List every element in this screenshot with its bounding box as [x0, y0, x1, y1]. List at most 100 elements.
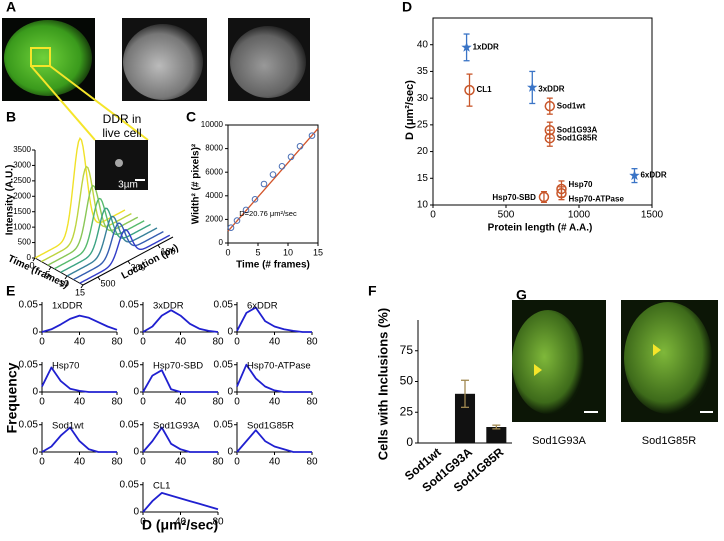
x-tick-label: 0 — [234, 457, 240, 468]
zoom-line — [30, 65, 96, 141]
y-axis-label: Cells with Inclusions (%) — [375, 308, 390, 460]
y-tick-label: 0.05 — [214, 359, 234, 370]
tick — [48, 266, 52, 271]
x-tick-label: 40 — [74, 337, 86, 348]
y-axis-label: D (μm²/sec) — [404, 80, 416, 140]
x-tick-label: 0 — [140, 397, 146, 408]
y-tick-label: 75 — [400, 343, 414, 357]
point — [260, 180, 268, 188]
x-tick-label: 10 — [59, 278, 69, 288]
y-tick-label: 10 — [417, 200, 429, 211]
x-tick-label: 80 — [306, 337, 318, 348]
y-tick-label: 0.05 — [19, 359, 39, 370]
point — [278, 163, 286, 170]
y-tick-label: 0 — [227, 387, 233, 398]
y-tick-label: 0.05 — [120, 419, 140, 430]
y-tick-label: 30 — [417, 93, 429, 104]
speck — [115, 159, 123, 167]
x-tick-label: 40 — [74, 457, 86, 468]
x-tick-label: 0 — [234, 397, 240, 408]
intensity-curve — [66, 215, 158, 277]
x-tick-label: 80 — [111, 397, 123, 408]
x-axis-label: Protein length (# A.A.) — [488, 223, 593, 234]
y-tick-label: 3500 — [13, 145, 31, 154]
caption: Sod1G93A — [532, 435, 586, 447]
arrow — [653, 344, 661, 356]
y-axis-label: Width² (# pixels)² — [191, 143, 202, 224]
x-tick-label: 40 — [269, 337, 281, 348]
point-label: Hsp70-ATPase — [568, 194, 624, 203]
intensity-curve — [47, 184, 139, 266]
panel-title: 1xDDR — [52, 301, 83, 312]
x-tick-label: 0 — [39, 397, 45, 408]
y-tick-label: 0 — [219, 238, 224, 247]
panel-title: 3xDDR — [153, 301, 184, 312]
x-tick-label: 40 — [269, 457, 281, 468]
y-tick-label: 1500 — [13, 207, 31, 216]
y-tick-label: 0 — [133, 447, 139, 458]
point — [227, 224, 235, 231]
histogram-curve — [236, 306, 312, 333]
histogram-curve — [41, 314, 118, 333]
tick — [80, 284, 84, 289]
caption: Sod1G85R — [642, 435, 696, 447]
tick — [157, 244, 161, 249]
cell — [230, 26, 306, 98]
panel-title: Hsp70-ATPase — [247, 361, 311, 372]
x-tick-label: 5 — [45, 269, 50, 279]
x-axis-label: Time (# frames) — [236, 260, 310, 271]
y-tick-label: 8000 — [205, 144, 223, 153]
tick — [97, 276, 101, 281]
point — [464, 84, 475, 96]
y-tick-label: 0 — [32, 387, 38, 398]
y-tick-label: 40 — [417, 39, 429, 50]
panel-title: Hsp70-SBD — [153, 361, 203, 372]
x-tick-label: 0 — [234, 337, 240, 348]
x-tick-label: 500 — [498, 210, 515, 221]
point-label: 1xDDR — [473, 42, 499, 51]
point — [556, 187, 567, 199]
y-tick-label: 0 — [27, 253, 32, 262]
point — [544, 100, 556, 112]
x-tick-label: 0 — [430, 210, 436, 221]
panel-title: Sod1G85R — [247, 421, 294, 432]
panel-letter: A — [6, 0, 16, 15]
y-tick-label: 500 — [18, 238, 32, 247]
panel-title: Sod1G93A — [153, 421, 200, 432]
x-tick-label: 0 — [140, 517, 146, 528]
x-tick-label: 80 — [212, 457, 224, 468]
x-tick-label: 0 — [39, 457, 45, 468]
point-label: 6xDDR — [640, 171, 666, 180]
zoom-line — [49, 65, 149, 141]
x-tick-label: 80 — [212, 517, 224, 528]
y-tick-label: 0.05 — [120, 359, 140, 370]
panel-title: Hsp70 — [52, 361, 79, 372]
intensity-curve — [79, 229, 171, 284]
tick — [127, 260, 131, 265]
y-tick-label: 0 — [133, 327, 139, 338]
histogram-curve — [41, 426, 117, 453]
panel-letter: G — [516, 287, 527, 303]
cell — [123, 24, 203, 100]
x-tick-label: 1500 — [641, 210, 664, 221]
y-tick-label: 0.05 — [19, 419, 39, 430]
point — [233, 217, 241, 224]
plot-frame — [432, 17, 653, 206]
z-tick-label: 300 — [130, 262, 145, 272]
point — [527, 82, 538, 92]
point-label: Sod1G93A — [557, 125, 598, 134]
y-tick-label: 0 — [133, 387, 139, 398]
point-label: Sod1G85R — [557, 133, 598, 142]
y-tick-label: 1000 — [13, 222, 31, 231]
y-tick-label: 0 — [227, 327, 233, 338]
x-tick-label: 40 — [175, 457, 187, 468]
y-tick-label: 35 — [417, 66, 429, 77]
intensity-curve — [53, 197, 145, 270]
y-tick-label: 0 — [133, 507, 139, 518]
y-tick-label: 50 — [400, 374, 414, 388]
y-tick-label: 2000 — [205, 215, 223, 224]
panel-title: Sod1wt — [52, 421, 84, 432]
x-tick-label: 0 — [29, 260, 34, 270]
point-label: Hsp70 — [568, 180, 593, 189]
y-tick-label: 10000 — [201, 120, 224, 129]
